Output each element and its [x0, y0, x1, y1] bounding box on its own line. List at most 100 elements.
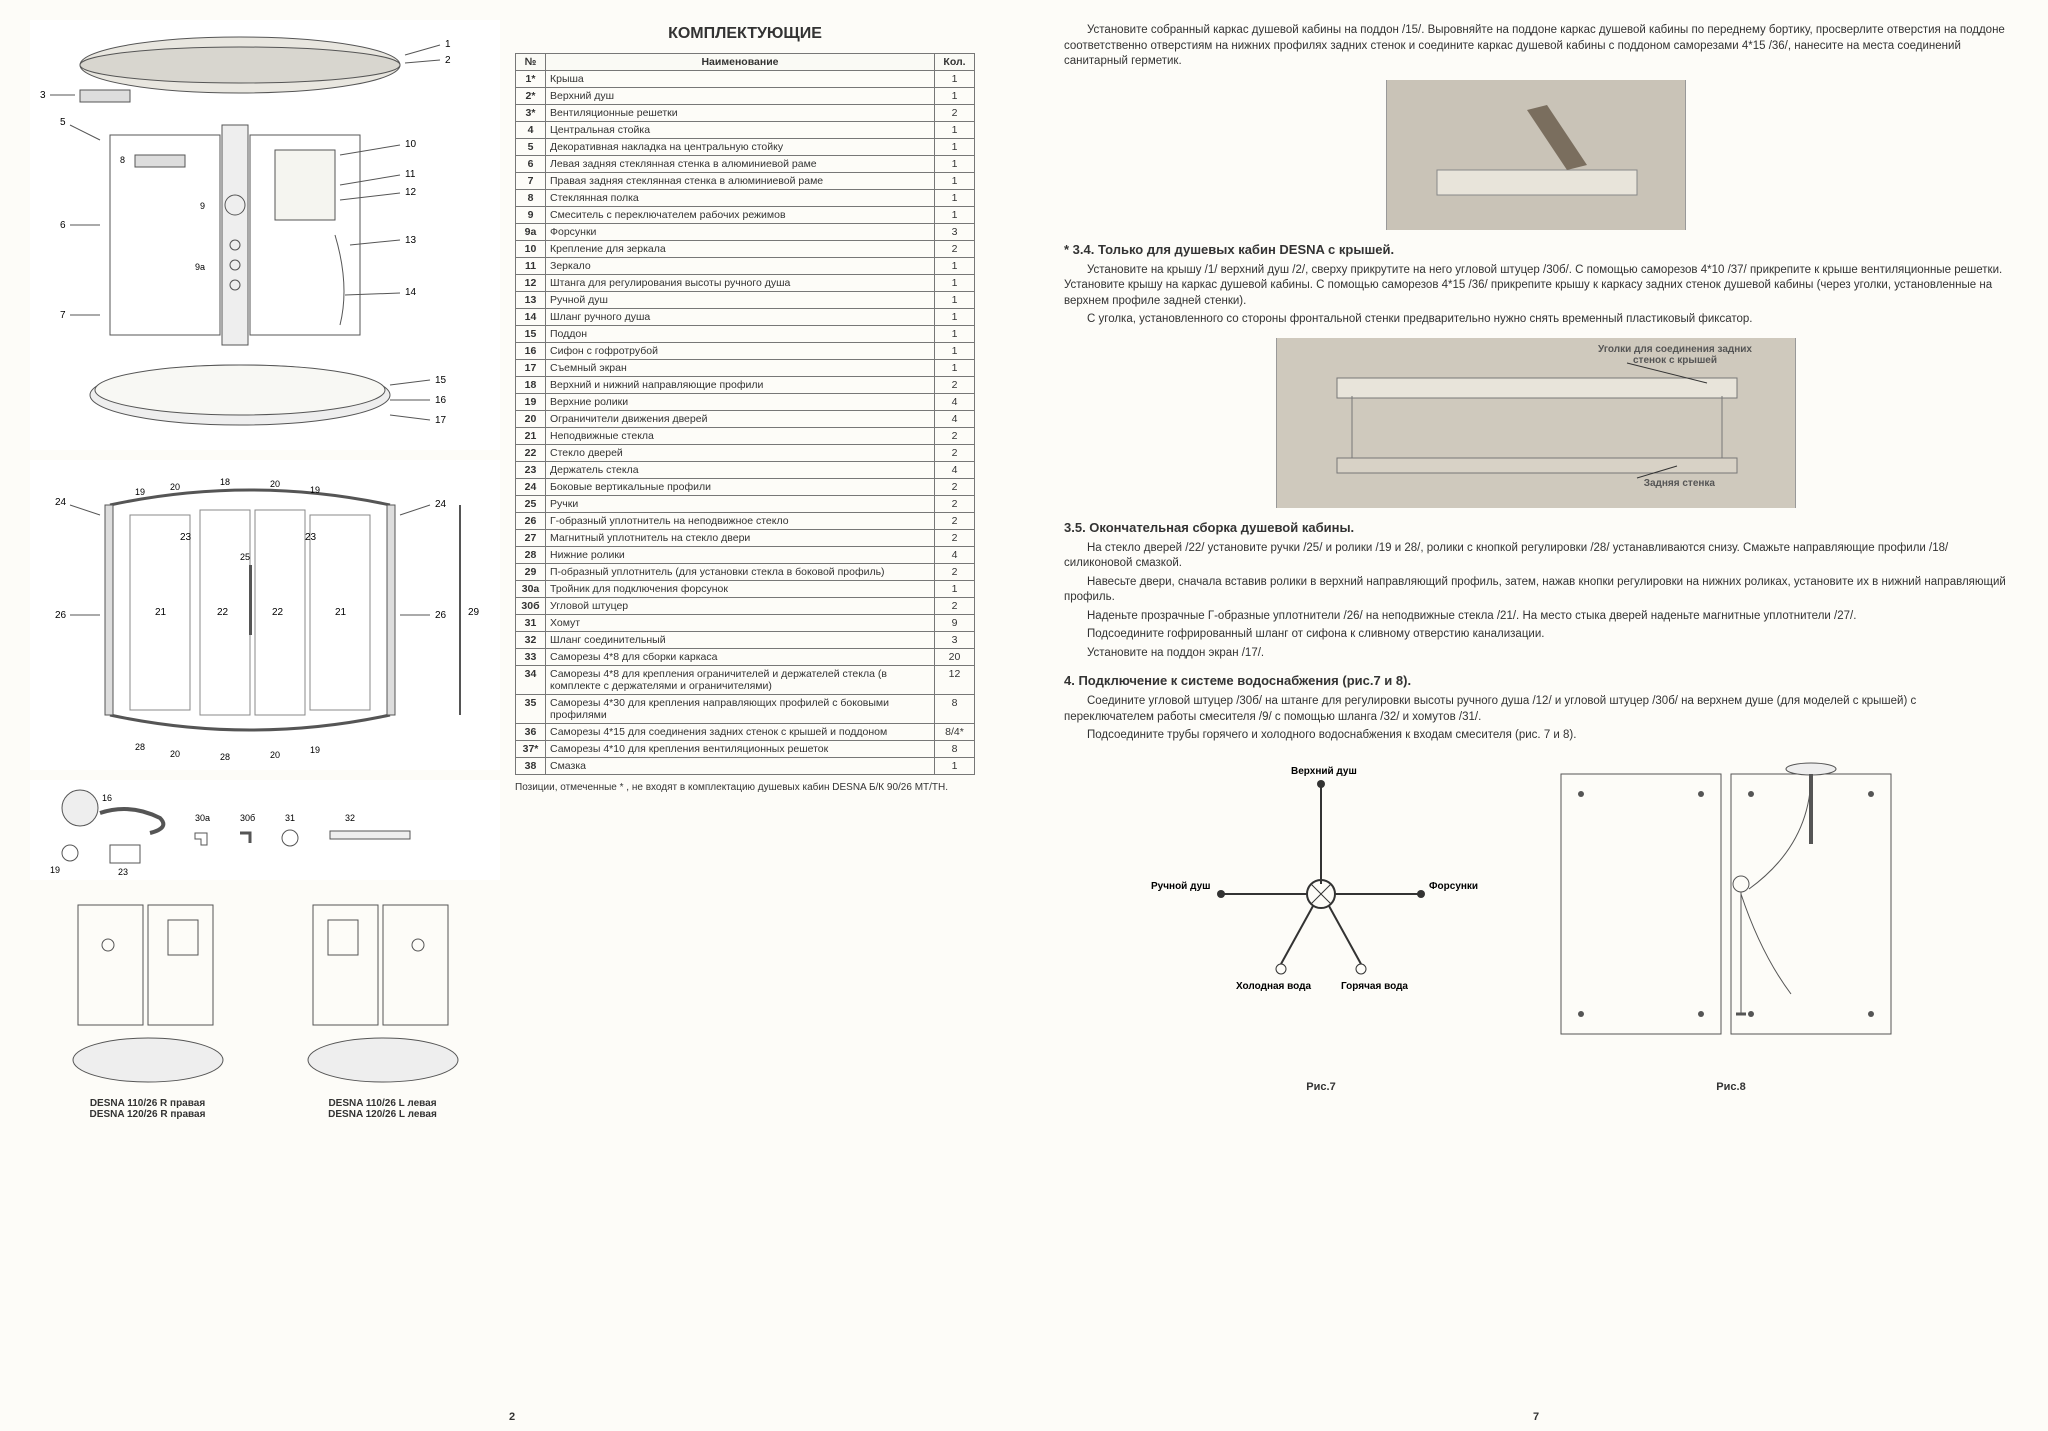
svg-text:31: 31: [285, 813, 295, 823]
table-row: 24Боковые вертикальные профили2: [516, 479, 975, 496]
small-parts-svg: 16 19 23 30а 30б 31 32: [40, 783, 490, 878]
svg-text:28: 28: [220, 752, 230, 762]
table-row: 37*Саморезы 4*10 для крепления вентиляци…: [516, 741, 975, 758]
svg-text:13: 13: [405, 235, 417, 246]
model-right: DESNA 110/26 R правая DESNA 120/26 R пра…: [48, 895, 248, 1120]
table-row: 10Крепление для зеркала2: [516, 241, 975, 258]
svg-text:23: 23: [118, 867, 128, 877]
table-row: 13Ручной душ1: [516, 292, 975, 309]
svg-text:21: 21: [155, 607, 167, 618]
parts-table-column: КОМПЛЕКТУЮЩИЕ № Наименование Кол. 1*Крыш…: [515, 20, 975, 1411]
table-row: 29П-образный уплотнитель (для установки …: [516, 564, 975, 581]
table-row: 26Г-образный уплотнитель на неподвижное …: [516, 513, 975, 530]
model-variants-row: DESNA 110/26 R правая DESNA 120/26 R пра…: [30, 895, 500, 1120]
table-row: 36Саморезы 4*15 для соединения задних ст…: [516, 724, 975, 741]
svg-text:16: 16: [435, 395, 447, 406]
fig7-caption: Рис.7: [1141, 1081, 1501, 1093]
svg-text:15: 15: [435, 375, 447, 386]
table-row: 16Сифон с гофротрубой1: [516, 343, 975, 360]
svg-text:Горячая вода: Горячая вода: [1341, 981, 1408, 992]
diagram-column: 1 2 3 5 6 7 8 9 9a 10 11 12 13: [30, 20, 500, 1411]
svg-text:Холодная вода: Холодная вода: [1236, 981, 1311, 992]
svg-text:9: 9: [200, 201, 205, 211]
svg-text:5: 5: [60, 117, 66, 128]
svg-text:20: 20: [270, 479, 280, 489]
svg-text:29: 29: [468, 607, 480, 618]
table-row: 19Верхние ролики4: [516, 394, 975, 411]
svg-text:19: 19: [310, 485, 320, 495]
svg-text:26: 26: [55, 610, 67, 621]
table-row: 28Нижние ролики4: [516, 547, 975, 564]
svg-text:25: 25: [240, 552, 250, 562]
fig8-caption: Рис.8: [1531, 1081, 1931, 1093]
p35e: Установите на поддон экран /17/.: [1064, 646, 2008, 662]
table-row: 38Смазка1: [516, 758, 975, 775]
table-row: 6Левая задняя стеклянная стенка в алюмин…: [516, 156, 975, 173]
svg-text:18: 18: [220, 477, 230, 487]
diagram-small-parts: 16 19 23 30а 30б 31 32: [30, 780, 500, 880]
p35d: Подсоедините гофрированный шланг от сифо…: [1064, 627, 2008, 643]
table-row: 32Шланг соединительный3: [516, 632, 975, 649]
svg-text:20: 20: [270, 750, 280, 760]
parts-title: КОМПЛЕКТУЮЩИЕ: [515, 25, 975, 43]
photo-label-1: Уголки для соединения задних стенок с кр…: [1585, 344, 1765, 366]
svg-text:23: 23: [180, 532, 192, 543]
parts-table: № Наименование Кол. 1*Крыша12*Верхний ду…: [515, 53, 975, 775]
table-row: 11Зеркало1: [516, 258, 975, 275]
table-row: 23Держатель стекла4: [516, 462, 975, 479]
fig7-svg: Верхний душ Ручной душ Форсунки Холодная…: [1141, 754, 1501, 1074]
table-row: 35Саморезы 4*30 для крепления направляющ…: [516, 695, 975, 724]
p34b: С уголка, установленного со стороны фрон…: [1064, 312, 2008, 328]
heading-3-5: 3.5. Окончательная сборка душевой кабины…: [1064, 520, 2008, 535]
diagram-exploded-front: 21 22 22 21 23 23 24 24 26 26 25 1920 18…: [30, 460, 500, 770]
p35b: Навесьте двери, сначала вставив ролики в…: [1064, 575, 2008, 606]
th-qty: Кол.: [935, 54, 975, 71]
p35c: Наденьте прозрачные Г-образные уплотните…: [1064, 609, 2008, 625]
table-footnote: Позиции, отмеченные * , не входят в комп…: [515, 781, 975, 794]
svg-text:22: 22: [217, 607, 229, 618]
svg-text:20: 20: [170, 749, 180, 759]
svg-text:28: 28: [135, 742, 145, 752]
table-row: 30аТройник для подключения форсунок1: [516, 581, 975, 598]
photo-corners: Уголки для соединения задних стенок с кр…: [1276, 338, 1796, 508]
table-row: 2*Верхний душ1: [516, 88, 975, 105]
svg-text:11: 11: [405, 169, 416, 180]
model-r-line1: DESNA 110/26 R правая: [48, 1098, 248, 1109]
svg-text:8: 8: [120, 155, 125, 165]
model-l-line1: DESNA 110/26 L левая: [283, 1098, 483, 1109]
heading-3-4: * 3.4. Только для душевых кабин DESNA с …: [1064, 242, 2008, 257]
th-name: Наименование: [546, 54, 935, 71]
table-row: 9аФорсунки3: [516, 224, 975, 241]
table-row: 17Съемный экран1: [516, 360, 975, 377]
table-row: 20Ограничители движения дверей4: [516, 411, 975, 428]
p35a: На стекло дверей /22/ установите ручки /…: [1064, 541, 2008, 572]
svg-text:3: 3: [40, 90, 46, 101]
svg-text:19: 19: [50, 865, 60, 875]
svg-text:14: 14: [405, 287, 417, 298]
svg-text:Ручной душ: Ручной душ: [1151, 881, 1210, 892]
figure-7: Верхний душ Ручной душ Форсунки Холодная…: [1141, 754, 1501, 1093]
page-7: Установите собранный каркас душевой каби…: [1024, 0, 2048, 1431]
p4a: Соедините угловой штуцер /30б/ на штанге…: [1064, 694, 2008, 725]
svg-text:26: 26: [435, 610, 447, 621]
svg-text:32: 32: [345, 813, 355, 823]
svg-text:9a: 9a: [195, 262, 205, 272]
svg-text:19: 19: [135, 487, 145, 497]
svg-text:20: 20: [170, 482, 180, 492]
model-r-line2: DESNA 120/26 R правая: [48, 1109, 248, 1120]
page-2: 1 2 3 5 6 7 8 9 9a 10 11 12 13: [0, 0, 1024, 1431]
table-row: 30бУгловой штуцер2: [516, 598, 975, 615]
heading-4: 4. Подключение к системе водоснабжения (…: [1064, 673, 2008, 688]
svg-text:24: 24: [55, 497, 67, 508]
table-row: 25Ручки2: [516, 496, 975, 513]
table-row: 8Стеклянная полка1: [516, 190, 975, 207]
svg-text:23: 23: [305, 532, 317, 543]
table-row: 12Штанга для регулирования высоты ручног…: [516, 275, 975, 292]
p4b: Подсоедините трубы горячего и холодного …: [1064, 728, 2008, 744]
p1: Установите собранный каркас душевой каби…: [1064, 23, 2008, 70]
table-row: 4Центральная стойка1: [516, 122, 975, 139]
svg-text:Верхний душ: Верхний душ: [1291, 766, 1357, 777]
svg-text:Форсунки: Форсунки: [1429, 881, 1478, 892]
svg-text:7: 7: [60, 310, 66, 321]
svg-text:22: 22: [272, 607, 284, 618]
